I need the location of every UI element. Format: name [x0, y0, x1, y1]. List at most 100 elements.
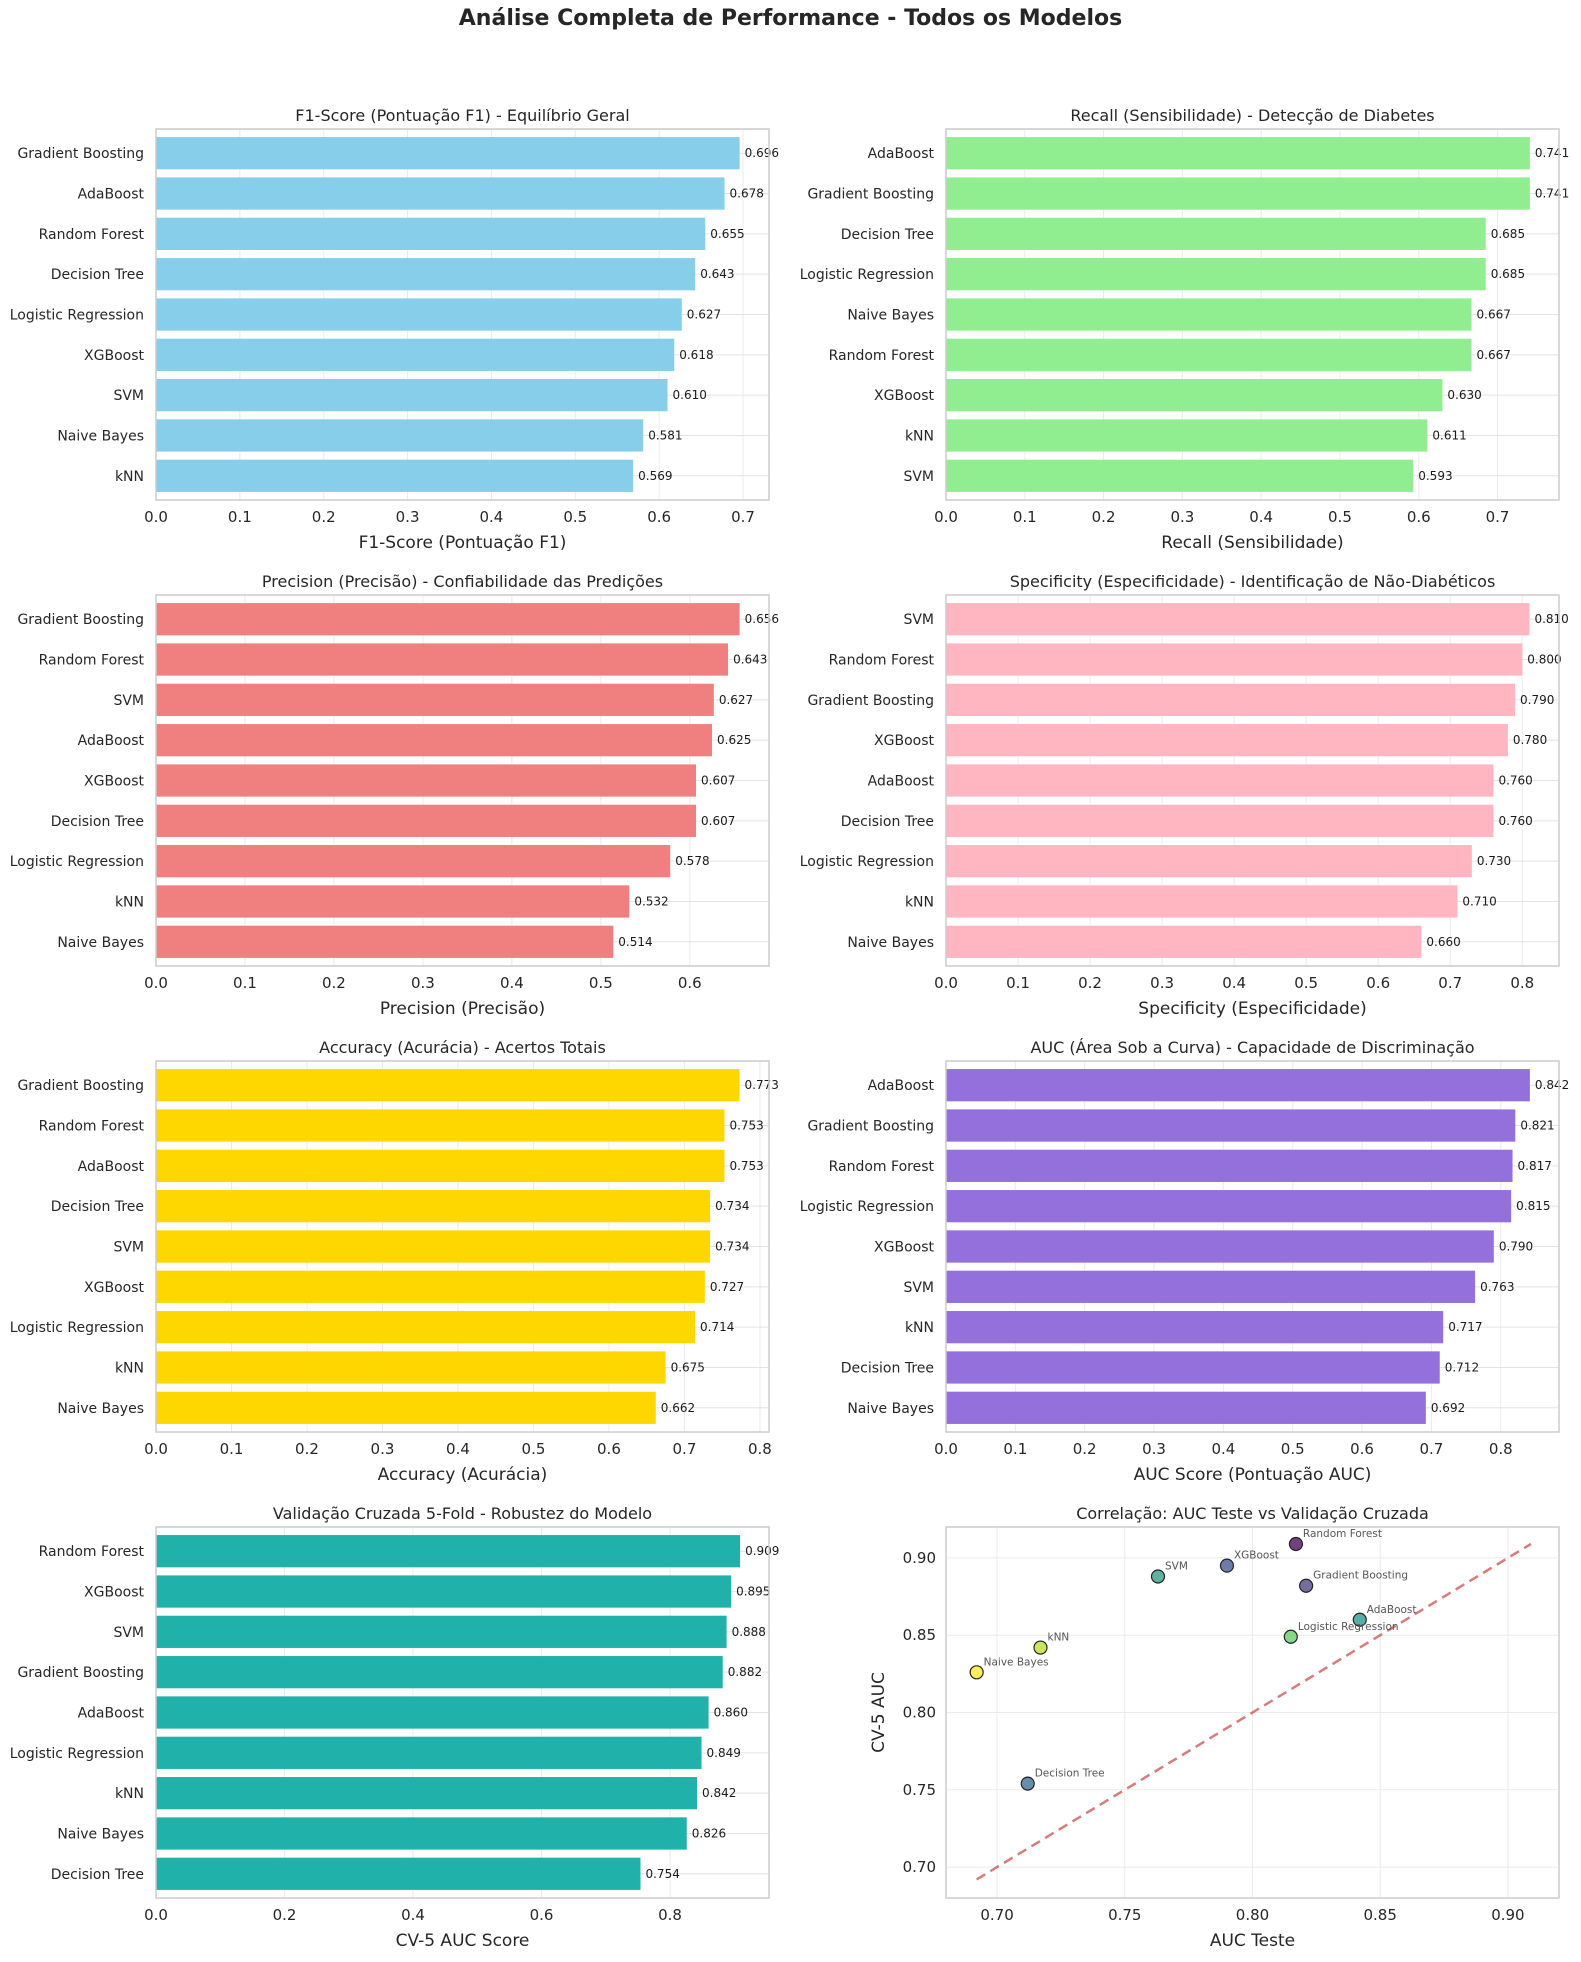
chart4-xtick-label: 0.0 — [934, 974, 958, 992]
chart4-category-label: Random Forest — [829, 653, 935, 669]
chart2-xtick-label: 0.1 — [1013, 508, 1037, 526]
chart2-value-label: 0.593 — [1418, 469, 1452, 483]
chart4-value-label: 0.730 — [1477, 854, 1511, 868]
chart1-category-label: Random Forest — [39, 227, 145, 243]
chart2-bar — [946, 379, 1443, 412]
chart5-category-label: Random Forest — [39, 1119, 145, 1135]
chart6-xtick-label: 0.7 — [1419, 1440, 1443, 1458]
chart1-value-label: 0.569 — [638, 469, 672, 483]
chart3-category-label: Decision Tree — [51, 814, 144, 830]
chart6-xtick-label: 0.2 — [1073, 1440, 1097, 1458]
chart4-title: Specificity (Especificidade) - Identific… — [1010, 572, 1496, 591]
chart4-xtick-label: 0.8 — [1510, 974, 1534, 992]
chart6-bar — [946, 1351, 1440, 1384]
chart2-bar — [946, 217, 1486, 250]
chart8-ytick-label: 0.85 — [903, 1626, 936, 1644]
chart7-value-label: 0.842 — [702, 1786, 736, 1800]
chart5-value-label: 0.734 — [715, 1240, 749, 1254]
chart8-point-label: Logistic Regression — [1298, 1621, 1399, 1633]
chart7-xtick-label: 0.6 — [530, 1906, 554, 1924]
chart5-category-label: kNN — [115, 1360, 144, 1376]
chart8-xtick-label: 0.80 — [1236, 1906, 1269, 1924]
chart8-point-label: Decision Tree — [1035, 1768, 1105, 1780]
chart1-category-label: Gradient Boosting — [17, 146, 144, 162]
chart7-value-label: 0.909 — [745, 1544, 779, 1558]
chart3-value-label: 0.643 — [733, 653, 767, 667]
chart1-xtick-label: 0.1 — [228, 508, 252, 526]
chart3-bar — [156, 885, 630, 918]
chart6-bar — [946, 1230, 1494, 1263]
chart1-xtick-label: 0.3 — [396, 508, 420, 526]
chart3-value-label: 0.578 — [675, 854, 709, 868]
chart2-category-label: AdaBoost — [868, 146, 935, 162]
chart5-bar — [156, 1391, 656, 1424]
chart6-bar — [946, 1109, 1516, 1142]
chart2-value-label: 0.611 — [1432, 428, 1466, 442]
chart5-value-label: 0.662 — [661, 1401, 695, 1415]
chart6-category-label: Decision Tree — [841, 1360, 934, 1376]
chart1-xtick-label: 0.2 — [312, 508, 336, 526]
chart7-category-label: SVM — [113, 1625, 144, 1641]
chart3-bar — [156, 603, 740, 636]
chart4-xtick-label: 0.6 — [1366, 974, 1390, 992]
chart4-bar — [946, 683, 1516, 716]
chart5-value-label: 0.675 — [671, 1360, 705, 1374]
chart6-value-label: 0.790 — [1499, 1240, 1533, 1254]
chart7-bar — [156, 1575, 732, 1608]
chart6-xtick-label: 0.3 — [1142, 1440, 1166, 1458]
chart6-bar — [946, 1190, 1512, 1223]
chart1-bar — [156, 177, 725, 210]
chart8-point — [969, 1665, 984, 1680]
chart3-value-label: 0.532 — [634, 894, 668, 908]
chart6-xtick-label: 0.6 — [1350, 1440, 1374, 1458]
chart8-point — [1033, 1640, 1048, 1655]
chart2-xtick-label: 0.5 — [1328, 508, 1352, 526]
chart1-category-label: SVM — [113, 388, 144, 404]
chart3-category-label: kNN — [115, 894, 144, 910]
chart5-xtick-label: 0.1 — [220, 1440, 244, 1458]
chart6-value-label: 0.692 — [1431, 1401, 1465, 1415]
chart6-value-label: 0.717 — [1448, 1320, 1482, 1334]
chart3-value-label: 0.625 — [717, 733, 751, 747]
chart2-xtick-label: 0.2 — [1092, 508, 1116, 526]
chart6-xtick-label: 0.4 — [1211, 1440, 1235, 1458]
chart1-xtick-label: 0.0 — [144, 508, 168, 526]
chart3-value-label: 0.514 — [618, 935, 652, 949]
chart8-title: Correlação: AUC Teste vs Validação Cruza… — [1076, 1504, 1429, 1523]
chart2-xlabel: Recall (Sensibilidade) — [1161, 533, 1343, 553]
chart5-frame — [155, 1060, 770, 1433]
chart3-frame — [155, 594, 770, 967]
chart6-bar — [946, 1149, 1513, 1182]
chart7-category-label: AdaBoost — [78, 1706, 145, 1722]
chart6-frame — [945, 1060, 1560, 1433]
chart4-category-label: XGBoost — [874, 733, 934, 749]
chart2-bar — [946, 419, 1428, 452]
chart1-bar — [156, 217, 706, 250]
chart5-category-label: Logistic Regression — [10, 1320, 144, 1336]
chart4-bar — [946, 885, 1458, 918]
chart6-xtick-label: 0.8 — [1489, 1440, 1513, 1458]
chart3-value-label: 0.607 — [701, 814, 735, 828]
chart8-frame — [945, 1526, 1560, 1899]
figure-title: Análise Completa de Performance - Todos … — [458, 6, 1123, 31]
chart2-category-label: SVM — [903, 469, 934, 485]
chart5-xtick-label: 0.2 — [295, 1440, 319, 1458]
chart8-xtick-label: 0.90 — [1491, 1906, 1524, 1924]
chart6-category-label: SVM — [903, 1280, 934, 1296]
chart3-category-label: AdaBoost — [78, 733, 145, 749]
chart2-value-label: 0.685 — [1491, 227, 1525, 241]
chart7-bar — [156, 1736, 702, 1769]
chart8-point-label: Gradient Boosting — [1313, 1570, 1408, 1582]
chart1-xtick-label: 0.6 — [647, 508, 671, 526]
chart8-point — [1020, 1776, 1035, 1791]
chart1-bar — [156, 137, 740, 170]
chart8-point-label: SVM — [1165, 1560, 1188, 1572]
chart4-value-label: 0.760 — [1498, 814, 1532, 828]
chart3-category-label: Logistic Regression — [10, 854, 144, 870]
chart4-category-label: Gradient Boosting — [807, 693, 934, 709]
chart1-frame — [155, 128, 770, 501]
chart3-value-label: 0.656 — [745, 612, 779, 626]
chart4-value-label: 0.790 — [1520, 693, 1554, 707]
chart3-xtick-label: 0.4 — [500, 974, 524, 992]
chart4-xtick-label: 0.5 — [1294, 974, 1318, 992]
